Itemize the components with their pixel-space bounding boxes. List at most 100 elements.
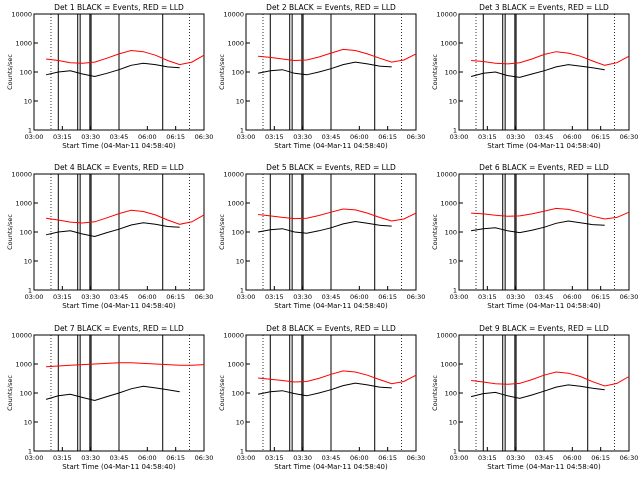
panel-3-ytick-label: 1 [453, 127, 457, 135]
panel-8-ytick-label: 1 [240, 448, 244, 456]
panel-1-ytick-label: 1000 [15, 40, 32, 48]
panel-6-xtick-label: 06:15 [591, 293, 610, 301]
panel-1-xlabel: Start Time (04-Mar-11 04:58:40) [62, 142, 176, 150]
panel-7-xtick-label: 03:00 [25, 454, 44, 462]
panel-8-xtick-label: 06:00 [350, 454, 369, 462]
panel-4-xtick-label: 06:30 [195, 293, 214, 301]
panel-3-xtick-label: 03:15 [478, 133, 497, 141]
panel-2-xtick-label: 06:15 [378, 133, 397, 141]
panel-2-xtick-label: 03:15 [265, 133, 284, 141]
panel-3-xtick-label: 03:45 [535, 133, 554, 141]
panel-7-series-events [45, 385, 180, 402]
panel-5-ytick-label: 100 [232, 229, 244, 237]
panel-4-xtick-label: 03:00 [25, 293, 44, 301]
panel-4-series-events [45, 222, 180, 238]
panel-2-ytick-label: 100 [232, 69, 244, 77]
panel-5-ytick-label: 1000 [227, 200, 244, 208]
panel-3-ytick-label: 100 [445, 69, 457, 77]
panel-1-ytick-label: 100 [20, 69, 32, 77]
panel-8-xtick-label: 06:15 [378, 454, 397, 462]
panel-1-xtick-label: 03:15 [53, 133, 72, 141]
panel-8-ytick-label: 10000 [223, 332, 244, 340]
panel-6-ytick-label: 10 [449, 258, 457, 266]
panel-2-series-lld [258, 48, 417, 63]
panel-6-ytick-label: 10000 [436, 171, 457, 179]
panel-9-ytick-label: 1 [453, 448, 457, 456]
panel-9-xtick-label: 03:00 [450, 454, 469, 462]
panel-6-ylabel: Counts/sec [431, 214, 439, 250]
panel-2-ytick-label: 10000 [223, 11, 244, 19]
panel-1-title: Det 1 BLACK = Events, RED = LLD [54, 3, 184, 12]
panel-3-ytick-label: 10000 [436, 11, 457, 19]
panel-6-ytick-label: 100 [445, 229, 457, 237]
panel-4-ytick-label: 100 [20, 229, 32, 237]
panel-7-xtick-label: 03:45 [110, 454, 129, 462]
panel-1-xtick-label: 06:15 [166, 133, 185, 141]
panel-2-ytick-label: 1000 [227, 40, 244, 48]
panel-7-ytick-label: 1000 [15, 361, 32, 369]
panel-9-xtick-label: 06:30 [620, 454, 639, 462]
panel-8-ytick-label: 100 [232, 390, 244, 398]
panel-8-ylabel: Counts/sec [218, 375, 226, 411]
panel-6-title: Det 6 BLACK = Events, RED = LLD [479, 163, 609, 172]
panel-1-ylabel: Counts/sec [6, 54, 14, 90]
panel-6-xlabel: Start Time (04-Mar-11 04:58:40) [487, 302, 601, 310]
panel-8-title: Det 8 BLACK = Events, RED = LLD [266, 324, 396, 333]
panel-4-xlabel: Start Time (04-Mar-11 04:58:40) [62, 302, 176, 310]
panel-8-xlabel: Start Time (04-Mar-11 04:58:40) [274, 463, 388, 471]
panel-8-xtick-label: 03:45 [322, 454, 341, 462]
panel-7-xlabel: Start Time (04-Mar-11 04:58:40) [62, 463, 176, 471]
panel-7-title: Det 7 BLACK = Events, RED = LLD [54, 324, 184, 333]
panel-2-series-events [257, 61, 392, 76]
panel-7-series-lld [46, 362, 205, 368]
panel-8-xtick-label: 06:30 [407, 454, 426, 462]
panel-5-xlabel: Start Time (04-Mar-11 04:58:40) [274, 302, 388, 310]
panel-4-title: Det 4 BLACK = Events, RED = LLD [54, 163, 184, 172]
panel-7-xtick-label: 06:15 [166, 454, 185, 462]
panel-4-xtick-label: 06:00 [138, 293, 157, 301]
panel-6-xtick-label: 03:00 [450, 293, 469, 301]
panel-1-xtick-label: 03:00 [25, 133, 44, 141]
panel-5-ylabel: Counts/sec [218, 214, 226, 250]
panel-5-title: Det 5 BLACK = Events, RED = LLD [266, 163, 396, 172]
panel-2-title: Det 2 BLACK = Events, RED = LLD [266, 3, 396, 12]
panel-8-ytick-label: 1000 [227, 361, 244, 369]
panel-5-xtick-label: 06:30 [407, 293, 426, 301]
panel-9-ylabel: Counts/sec [431, 375, 439, 411]
panel-2-xtick-label: 03:30 [293, 133, 312, 141]
panel-9-title: Det 9 BLACK = Events, RED = LLD [479, 324, 609, 333]
panel-1-xtick-label: 06:00 [138, 133, 157, 141]
panel-7-xtick-label: 06:30 [195, 454, 214, 462]
panel-9-xtick-label: 06:15 [591, 454, 610, 462]
panel-9-ytick-label: 1000 [440, 361, 457, 369]
panel-2-xtick-label: 03:45 [322, 133, 341, 141]
panel-4-xtick-label: 03:45 [110, 293, 129, 301]
panel-5-series-lld [258, 208, 417, 222]
panel-2-ytick-label: 1 [240, 127, 244, 135]
panel-2-ytick-label: 10 [236, 98, 244, 106]
panel-3-series-lld [471, 51, 630, 66]
panel-3-xtick-label: 03:30 [506, 133, 525, 141]
panel-9-ytick-label: 10 [449, 419, 457, 427]
panel-7-xtick-label: 03:30 [81, 454, 100, 462]
panel-3-xtick-label: 03:00 [450, 133, 469, 141]
panel-5-xtick-label: 03:00 [237, 293, 256, 301]
panel-6-series-events [471, 220, 605, 234]
panel-3-xtick-label: 06:30 [620, 133, 639, 141]
panel-3-xtick-label: 06:15 [591, 133, 610, 141]
panel-2-ylabel: Counts/sec [218, 54, 226, 90]
panel-5-ytick-label: 10 [236, 258, 244, 266]
panel-1-ytick-label: 10 [24, 98, 32, 106]
panel-7-xtick-label: 03:15 [53, 454, 72, 462]
panel-6-ytick-label: 1 [453, 287, 457, 295]
panel-8-series-events [257, 382, 392, 397]
panel-9-xtick-label: 03:15 [478, 454, 497, 462]
panel-4-xtick-label: 03:15 [53, 293, 72, 301]
panel-5-series-events [258, 220, 392, 234]
panel-2-xtick-label: 06:00 [350, 133, 369, 141]
panel-2-xtick-label: 03:00 [237, 133, 256, 141]
panel-5-ytick-label: 10000 [223, 171, 244, 179]
panel-3-ylabel: Counts/sec [431, 54, 439, 90]
